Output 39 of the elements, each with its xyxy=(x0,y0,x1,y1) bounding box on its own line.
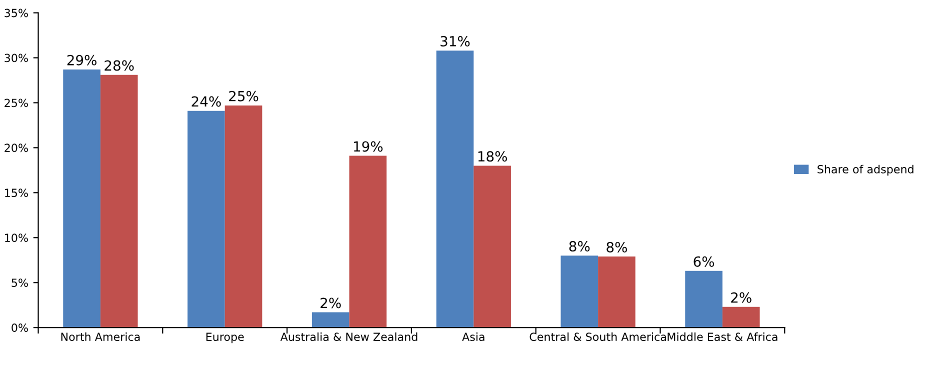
y-tick-label: 25% xyxy=(4,98,28,108)
bar xyxy=(312,312,350,328)
x-tick-label: Asia xyxy=(462,332,484,342)
data-label: 29% xyxy=(67,54,96,66)
data-label: 25% xyxy=(229,90,258,102)
y-tick-label: 30% xyxy=(4,54,28,62)
bar xyxy=(63,69,100,328)
y-tick-label: 20% xyxy=(4,144,28,152)
data-label: 8% xyxy=(569,241,590,252)
data-label: 19% xyxy=(354,141,383,152)
x-tick-label: Australia & New Zealand xyxy=(280,332,418,342)
y-tick-label: 10% xyxy=(5,234,28,242)
x-tick-label: Central & South America xyxy=(530,332,666,342)
data-label: 2% xyxy=(320,298,341,308)
bar xyxy=(560,256,598,328)
data-label: 28% xyxy=(104,60,134,71)
bar xyxy=(598,256,636,328)
data-label: 24% xyxy=(192,96,221,107)
data-label: 18% xyxy=(478,151,507,162)
bar xyxy=(188,110,225,328)
bar xyxy=(349,156,387,328)
legend-label: Share of adspend xyxy=(818,164,914,176)
bar xyxy=(436,50,474,328)
x-tick-label: North America xyxy=(61,332,140,342)
x-tick-label: Middle East & Africa xyxy=(668,332,778,342)
bar xyxy=(474,166,511,328)
bar xyxy=(722,306,760,328)
data-label: 2% xyxy=(731,292,752,303)
y-tick-label: 35% xyxy=(4,8,28,18)
bar xyxy=(685,270,722,328)
data-label: 8% xyxy=(606,242,627,252)
x-tick-label: Europe xyxy=(206,332,244,344)
y-tick-label: 0% xyxy=(12,324,28,332)
bar xyxy=(224,105,262,328)
y-tick-label: 15% xyxy=(5,188,28,198)
y-tick-label: 5% xyxy=(12,278,28,287)
data-label: 6% xyxy=(694,256,714,267)
data-label: 31% xyxy=(440,36,470,46)
bar xyxy=(100,74,138,328)
